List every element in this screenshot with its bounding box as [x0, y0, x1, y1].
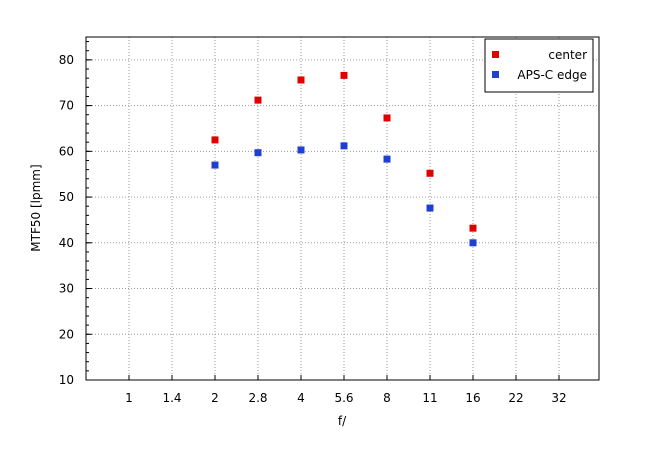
- data-point-aps-c-edge: [426, 204, 434, 212]
- y-tick-label: 20: [59, 327, 74, 341]
- data-point-center: [469, 224, 477, 232]
- data-point-center: [297, 76, 305, 84]
- data-point-aps-c-edge: [254, 149, 262, 157]
- ticks-layer: [86, 41, 560, 381]
- plot-area-frame: [85, 36, 600, 381]
- grid-layer: [86, 37, 599, 380]
- data-point-aps-c-edge: [340, 142, 348, 150]
- data-point-aps-c-edge: [383, 155, 391, 163]
- data-point-aps-c-edge: [469, 239, 477, 247]
- x-tick-label: 11: [422, 391, 437, 405]
- x-tick-label: 2.8: [248, 391, 267, 405]
- legend-marker-aps-c-edge: [492, 71, 499, 78]
- x-tick-label: 8: [383, 391, 391, 405]
- data-point-center: [254, 96, 262, 104]
- data-point-aps-c-edge: [297, 146, 305, 154]
- y-tick-label: 30: [59, 282, 74, 296]
- data-point-center: [211, 136, 219, 144]
- data-point-center: [426, 169, 434, 177]
- data-point-aps-c-edge: [211, 161, 219, 169]
- y-tick-label: 10: [59, 373, 74, 387]
- y-axis-title: MTF50 [lpmm]: [29, 164, 43, 251]
- x-tick-label: 4: [297, 391, 305, 405]
- x-tick-label: 16: [465, 391, 480, 405]
- points-layer: [211, 71, 477, 247]
- x-tick-label: 1: [125, 391, 133, 405]
- legend-label-aps-c-edge: APS-C edge: [517, 68, 587, 82]
- y-tick-label: 60: [59, 144, 74, 158]
- labels-layer: 1 1.4 2 2.8 4 5.6 8 11 16 22 32 10 20 30 40 50 60 70 80: [59, 53, 567, 405]
- x-axis-title: f/: [338, 414, 347, 428]
- y-tick-label: 50: [59, 190, 74, 204]
- x-tick-label: 22: [508, 391, 523, 405]
- legend: center APS-C edge: [484, 38, 594, 93]
- legend-label-center: center: [548, 48, 587, 62]
- y-tick-label: 80: [59, 53, 74, 67]
- y-tick-label: 40: [59, 236, 74, 250]
- legend-marker-center: [492, 51, 499, 58]
- x-tick-label: 1.4: [162, 391, 181, 405]
- data-point-center: [340, 71, 348, 79]
- x-tick-label: 2: [211, 391, 219, 405]
- x-tick-label: 32: [551, 391, 566, 405]
- legend-box: [484, 38, 594, 93]
- data-point-center: [383, 114, 391, 122]
- x-tick-label: 5.6: [334, 391, 353, 405]
- y-tick-label: 70: [59, 99, 74, 113]
